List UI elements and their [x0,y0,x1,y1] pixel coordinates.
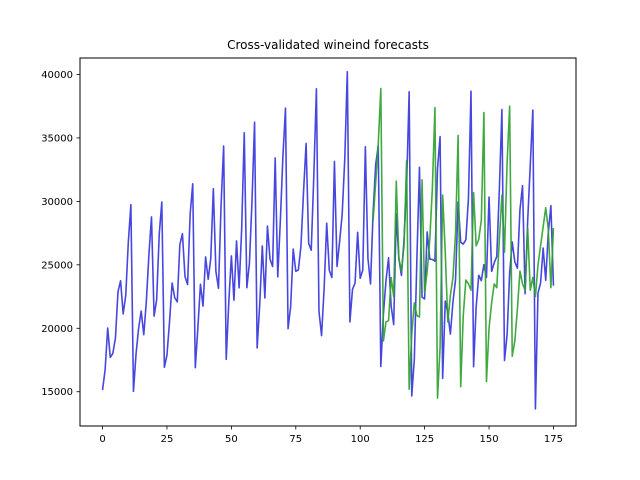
y-tick-label: 35000 [41,133,73,144]
y-tick-label: 20000 [41,324,73,335]
y-tick-label: 40000 [41,70,73,81]
x-tick-label: 75 [289,434,302,445]
x-tick-label: 125 [415,434,434,445]
x-tick-label: 0 [99,434,105,445]
y-tick-label: 25000 [41,260,73,271]
x-axis-ticks: 0 25 50 75 100 125 150 175 [99,426,563,445]
x-tick-label: 175 [544,434,563,445]
x-tick-label: 150 [479,434,498,445]
x-tick-label: 50 [225,434,238,445]
plot-frame [79,57,577,427]
series-line-2 [372,87,555,399]
x-tick-label: 100 [351,434,370,445]
series-layer [101,70,555,410]
y-tick-label: 15000 [41,387,73,398]
y-axis-ticks: 15000 20000 25000 30000 35000 40000 [41,70,80,398]
x-tick-label: 25 [161,434,174,445]
y-tick-label: 30000 [41,197,73,208]
series-line-1 [101,70,555,410]
chart-title: Cross-validated wineind forecasts [227,38,429,52]
